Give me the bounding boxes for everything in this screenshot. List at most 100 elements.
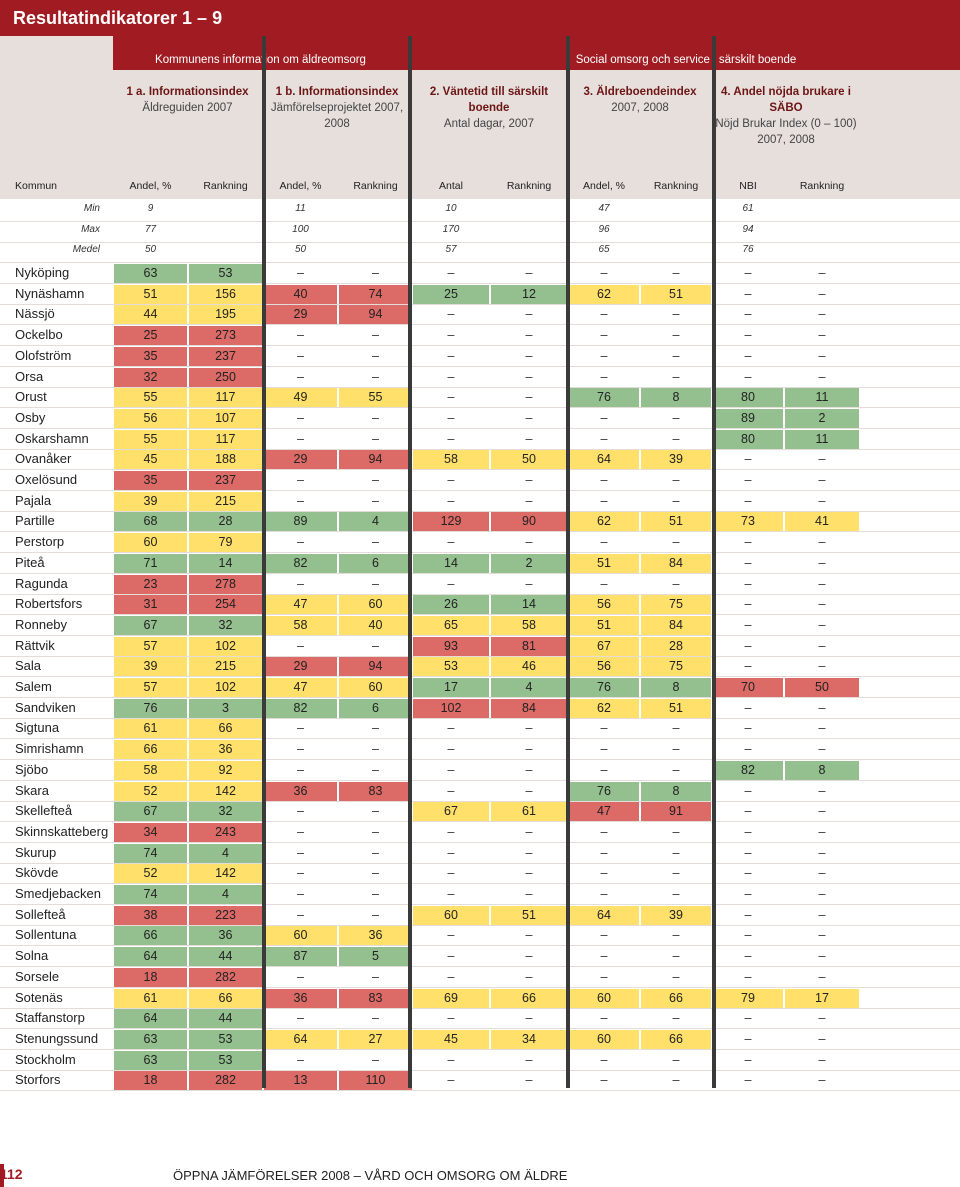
table-cell: – (744, 493, 752, 508)
table-cell: – (525, 369, 533, 384)
table-cell: 215 (189, 657, 262, 677)
table-cell: 8 (785, 760, 859, 780)
table-cell: 64 (569, 905, 639, 925)
table-cell: – (818, 617, 826, 632)
kommun-name: Partille (15, 513, 55, 529)
table-cell: 31 (114, 595, 187, 615)
table-cell: – (744, 597, 752, 612)
table-cell: – (672, 721, 680, 736)
table-cell: – (297, 1011, 304, 1026)
table-cell: – (672, 328, 680, 343)
column-header: NBI (739, 180, 757, 192)
kommun-name: Orust (15, 389, 47, 405)
table-row: Ronneby 67 32 58 40 65 58 51 84– – (0, 615, 960, 636)
row-divider (0, 1028, 960, 1030)
table-cell: – (744, 949, 752, 964)
table-cell: 4 (189, 885, 262, 904)
table-cell: 250 (189, 367, 262, 387)
column-header: Andel, % (129, 180, 172, 192)
kommun-name: Nyköping (15, 265, 70, 280)
kommun-name: Nynäshamn (15, 285, 85, 301)
kommun-name: Ovanåker (15, 451, 72, 467)
table-cell: – (525, 824, 533, 839)
stat-value: 10 (445, 203, 457, 214)
table-cell: – (372, 328, 379, 343)
table-cell: – (525, 1052, 533, 1067)
table-row: Rättvik 57 102 – – 93 81 67 28 – – (0, 636, 960, 657)
table-row: Perstorp 60 79 – – – – – – – – (0, 532, 960, 554)
kommun-name: Smedjebacken (15, 886, 101, 901)
stat-value: 96 (598, 223, 610, 235)
table-cell: 39 (114, 491, 187, 511)
table-cell: 49 (264, 388, 337, 408)
table-cell: 102 (189, 678, 262, 697)
table-cell: 63 (114, 1029, 187, 1049)
table-cell: – (818, 949, 826, 964)
table-cell: 282 (189, 1071, 262, 1091)
table-cell: – (525, 1073, 533, 1088)
table-cell: – (744, 907, 752, 922)
kommun-name: Osby (15, 409, 46, 425)
section-header-2: 1 b. Informationsindex Jämförelseprojekte… (263, 84, 411, 132)
table-cell: – (672, 887, 680, 901)
table-cell: 39 (641, 450, 711, 470)
table-cell: – (600, 969, 608, 984)
table-cell: 282 (189, 967, 262, 987)
table-cell: – (672, 369, 680, 384)
table-cell: 25 (114, 326, 187, 346)
table-cell: – (525, 783, 533, 798)
table-cell: – (744, 266, 752, 280)
table-row: Nynäshamn 51 156 40 74 25 12 62 51– – (0, 284, 960, 305)
table-cell: 29 (264, 450, 337, 470)
table-cell: 38 (114, 905, 187, 925)
row-divider (0, 904, 960, 905)
table-cell: – (672, 576, 680, 591)
section-subtitle: 2007, 2008 (611, 102, 669, 114)
table-cell: 60 (264, 926, 337, 946)
row-divider (0, 800, 960, 802)
table-cell: – (744, 1031, 752, 1046)
table-cell: 39 (114, 657, 187, 677)
row-divider (0, 407, 960, 409)
table-cell: – (372, 804, 379, 819)
table-cell: 61 (114, 719, 187, 739)
table-cell: – (525, 473, 533, 487)
table-cell: – (744, 369, 752, 384)
table-cell: 60 (569, 1029, 639, 1049)
table-cell: – (818, 473, 826, 487)
table-cell: – (672, 535, 680, 550)
table-cell: – (297, 431, 304, 446)
table-cell: – (447, 928, 455, 943)
kommun-name: Staffanstorp (15, 1010, 85, 1026)
table-cell: 58 (264, 615, 337, 635)
table-cell: – (297, 473, 304, 487)
table-cell: 79 (189, 533, 262, 553)
table-cell: – (672, 762, 680, 777)
row-divider (0, 924, 960, 926)
table-cell: – (447, 845, 455, 860)
table-cell: 56 (569, 595, 639, 615)
table-cell: – (818, 266, 826, 280)
row-divider (0, 490, 960, 491)
table-row: Stenungssund 63 53 64 27 45 34 60 66 – – (0, 1029, 960, 1050)
table-cell: 28 (641, 636, 711, 656)
table-cell: 84 (641, 615, 711, 635)
table-cell: – (372, 473, 379, 487)
table-cell: – (372, 576, 379, 591)
table-cell: 223 (189, 905, 262, 925)
table-cell: – (818, 804, 826, 819)
kommun-name: Nässjö (15, 306, 55, 322)
footer-text: ÖPPNA JÄMFÖRELSER 2008 – VÅRD OCH OMSORG… (173, 1168, 568, 1183)
section-title: 4. Andel nöjda brukare i SÄBO (721, 86, 851, 114)
table-cell: – (600, 928, 608, 943)
kommun-name: Sandviken (15, 699, 76, 715)
table-cell: – (672, 266, 680, 280)
table-cell: 89 (264, 512, 337, 532)
row-divider (0, 945, 960, 947)
stat-value: 94 (742, 223, 754, 235)
table-cell: – (372, 969, 379, 984)
stat-label: Max (81, 223, 100, 235)
table-cell: 83 (339, 988, 412, 1008)
table-cell: – (744, 1011, 752, 1026)
table-cell: 52 (114, 781, 187, 801)
